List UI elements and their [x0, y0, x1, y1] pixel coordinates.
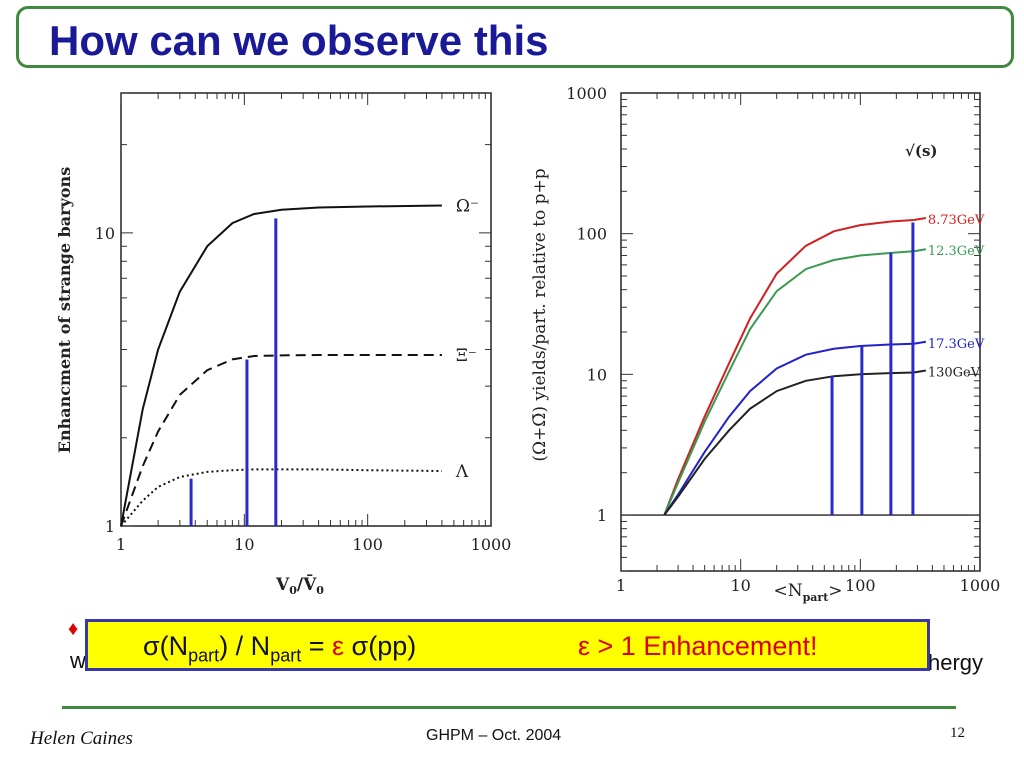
right-series-line	[663, 219, 914, 516]
left-markers	[189, 218, 278, 526]
right-x-tick-label: 100	[845, 576, 876, 595]
left-y-tick-label: 10	[95, 224, 115, 243]
right-y-tick-label: 10	[587, 365, 607, 384]
left-series-line	[120, 204, 442, 527]
slide-title: How can we observe this	[49, 17, 549, 64]
left-x-tick-label: 10	[234, 535, 254, 554]
left-ticks	[120, 92, 491, 527]
right-x-axis-label: <Npart>	[773, 581, 842, 604]
right-x-tick-label: 1000	[960, 576, 1001, 595]
equation-box: σ(Npart) / Npart = ε σ(pp) ε > 1 Enhance…	[85, 619, 930, 671]
right-series-line-end	[913, 369, 927, 374]
right-series-line-end	[913, 248, 927, 253]
bullet-diamond-icon: ♦	[68, 618, 79, 640]
left-series-label: Ω⁻	[456, 196, 479, 216]
left-series-label: Λ	[455, 462, 469, 482]
left-x-tick-label: 1000	[471, 535, 512, 554]
left-series-label: Ξ⁻	[456, 346, 477, 366]
left-x-tick-label: 1	[116, 535, 126, 554]
right-ticks	[620, 93, 980, 572]
right-series-line-end	[913, 340, 927, 345]
right-legend-label: 130GeV	[928, 366, 981, 381]
left-x-tick-label: 100	[352, 535, 383, 554]
footer-author: Helen Caines	[30, 728, 133, 749]
bullet-text-end: hergy	[928, 650, 984, 675]
right-y-tick-label: 100	[576, 225, 607, 244]
bullet-text-start: w	[70, 648, 86, 673]
right-legend: 8.73GeV 12.3GeV 17.3GeV 130GeV	[928, 213, 985, 381]
left-x-axis-label: V0/V̄0	[275, 574, 324, 597]
right-markers	[830, 222, 915, 516]
right-legend-label: 8.73GeV	[928, 213, 985, 228]
left-y-axis-label: Enhancment of strange baryons	[55, 167, 74, 453]
right-legend-title: √(s)	[905, 142, 938, 160]
right-series-line	[663, 371, 914, 516]
equation: σ(Npart) / Npart = ε σ(pp)	[143, 631, 417, 666]
left-curves	[120, 204, 442, 527]
footer-conference: GHPM – Oct. 2004	[426, 727, 562, 744]
left-plot-frame	[120, 92, 492, 527]
right-y-tick-label: 1	[597, 506, 607, 525]
right-curves	[663, 217, 927, 516]
right-legend-label: 12.3GeV	[928, 244, 985, 259]
left-series-labels: Ω⁻ Ξ⁻ Λ	[455, 196, 479, 482]
left-series-line	[120, 354, 442, 527]
right-y-axis-label: (Ω+Ω̄) yields/part. relative to p+p	[530, 168, 550, 461]
left-series-line	[120, 468, 442, 527]
right-y-tick-label: 1000	[566, 84, 607, 103]
right-series-line-end	[913, 217, 927, 222]
footer-divider	[62, 706, 956, 709]
page-number: 12	[950, 725, 965, 741]
right-series-line	[663, 250, 914, 516]
enhancement-text: ε > 1 Enhancement!	[578, 631, 818, 661]
left-y-tick-label: 1	[105, 517, 115, 536]
right-tick-labels: 1 10 100 1000 1 10 100 1000	[566, 84, 1000, 595]
right-series-line	[663, 342, 914, 516]
left-tick-labels: 1 10 100 1000 1 10	[95, 224, 512, 554]
title-box: How can we observe this	[16, 6, 1014, 68]
right-x-tick-label: 10	[730, 576, 750, 595]
right-legend-label: 17.3GeV	[928, 337, 985, 352]
right-x-tick-label: 1	[616, 576, 626, 595]
